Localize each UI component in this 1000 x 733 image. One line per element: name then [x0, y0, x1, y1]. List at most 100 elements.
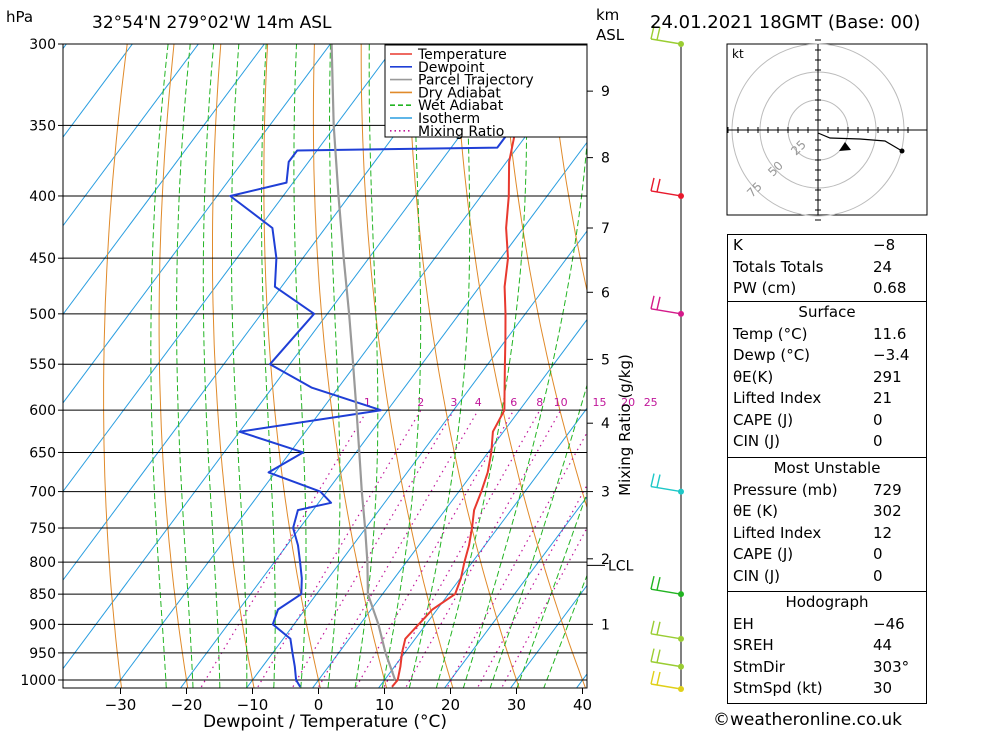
hodograph-trace	[817, 132, 903, 152]
wind-barb-flag	[650, 670, 655, 685]
background-lines	[63, 26, 1000, 706]
mixing-ratio-label: 2	[417, 396, 424, 409]
legend-entry: Wet Adiabat	[418, 98, 504, 114]
isotherm-line	[63, 44, 331, 404]
pressure-tick-label: 700	[29, 485, 56, 501]
mixing-ratio-label: 15	[593, 396, 607, 409]
isotherm-line	[63, 44, 265, 316]
legend-box	[384, 44, 588, 138]
wind-barb-flag	[656, 649, 661, 663]
pressure-unit-label: hPa	[6, 8, 33, 26]
km-tick-label: 5	[601, 352, 610, 368]
pressure-tick-label: 750	[29, 521, 56, 537]
profile-lines	[229, 44, 540, 688]
legend-entry: Isotherm	[418, 111, 480, 127]
datetime-title: 24.01.2021 18GMT (Base: 00)	[650, 12, 920, 33]
wet-adiabat-line	[261, 44, 276, 688]
footer-credit[interactable]: ©weatheronline.co.uk	[713, 710, 903, 730]
param-label: CAPE (J)	[733, 545, 794, 563]
wet-adiabat-line	[176, 44, 194, 688]
km-tick-label: 3	[601, 485, 610, 501]
parcel-trajectory-line	[330, 44, 397, 681]
wind-barb-flag	[650, 473, 655, 487]
wind-barb	[650, 295, 684, 317]
wet-adiabat-line	[293, 44, 307, 688]
param-value: 0.68	[873, 279, 907, 297]
isotherm-line	[113, 53, 587, 688]
isotherm-line	[509, 584, 587, 688]
param-value: 303°	[873, 657, 910, 676]
wind-barb	[650, 620, 684, 642]
param-value: 0	[873, 545, 883, 563]
param-value: 291	[873, 367, 902, 386]
isotherm-line	[63, 44, 463, 581]
param-row: EH −46	[728, 614, 926, 636]
dry-adiabat-line	[547, 44, 587, 293]
x-tick-label: 0	[314, 696, 324, 714]
isotherm-line	[311, 318, 587, 688]
wet-adiabat-line	[435, 44, 528, 688]
dry-adiabat-line	[501, 44, 587, 510]
param-row: Totals Totals 24	[728, 257, 926, 279]
wind-barb-flag	[650, 620, 655, 634]
param-row: StmDir 303°	[728, 657, 926, 679]
param-value: 0	[873, 410, 883, 429]
isotherm-line	[63, 44, 397, 493]
param-row: Lifted Index 21	[728, 388, 926, 410]
hodograph-end-dot	[899, 148, 905, 154]
param-row: Temp (°C) 11.6	[728, 324, 926, 346]
param-value: 21	[873, 389, 893, 407]
legend-entry: Parcel Trajectory	[418, 73, 534, 89]
pressure-tick-label: 400	[29, 189, 56, 205]
mixing-ratio-label: 8	[536, 396, 543, 409]
param-label: Dewp (°C)	[733, 346, 811, 364]
mixing-ratio-line	[317, 409, 479, 688]
param-row: CIN (J) 0	[728, 431, 926, 453]
wet-adiabat-line	[543, 574, 587, 688]
x-tick-label: 10	[375, 696, 394, 714]
wind-barb-flag	[656, 296, 661, 311]
isotherm-line	[245, 230, 587, 688]
param-row: θE(K) 291	[728, 367, 926, 389]
wind-barb-flag	[656, 474, 661, 488]
mixing-ratio-label: 1	[364, 396, 371, 409]
pressure-tick-label: 950	[29, 646, 56, 662]
mixing-ratio-line	[500, 526, 587, 688]
mixing-ratio-line	[256, 409, 422, 688]
param-row: CAPE (J) 0	[728, 544, 926, 566]
mixing-ratio-label: 10	[554, 396, 568, 409]
wind-profile	[650, 25, 684, 692]
pressure-tick-label: 350	[29, 118, 56, 134]
wind-barb-shaft	[650, 588, 682, 595]
wind-barb	[650, 473, 684, 495]
wind-barb-flag	[656, 26, 661, 41]
dry-adiabat-line	[263, 44, 321, 688]
axis-labels: 3003504004505005506006507007508008509009…	[20, 37, 633, 714]
x-axis-title: Dewpoint / Temperature (°C)	[203, 712, 447, 732]
wet-adiabat-line	[381, 44, 422, 688]
isotherm-line	[63, 44, 199, 227]
param-row: PW (cm) 0.68	[728, 278, 926, 300]
hodograph-unit: kt	[732, 47, 744, 61]
x-tick-label: −20	[171, 696, 203, 714]
pressure-tick-label: 550	[29, 357, 56, 373]
param-value: 44	[873, 636, 893, 654]
wind-barb-shaft	[650, 485, 682, 493]
wind-barb-flag	[656, 178, 661, 193]
km-unit-label: km	[596, 6, 619, 24]
param-label: Pressure (mb)	[733, 480, 838, 499]
pressure-tick-label: 300	[29, 37, 56, 53]
mixing-ratio-label: 25	[644, 396, 658, 409]
indices-panel: K −8 Totals Totals 24 PW (cm) 0.68	[727, 234, 927, 302]
pressure-tick-label: 1000	[20, 673, 56, 689]
wet-adiabat-line	[327, 44, 341, 688]
param-value: −46	[873, 614, 905, 633]
km-tick-label: 9	[601, 84, 610, 100]
dry-adiabat-line	[964, 26, 1000, 706]
mixing-ratio-line	[476, 484, 587, 688]
wind-barb	[650, 177, 684, 199]
km-tick-label: 2	[601, 552, 610, 568]
